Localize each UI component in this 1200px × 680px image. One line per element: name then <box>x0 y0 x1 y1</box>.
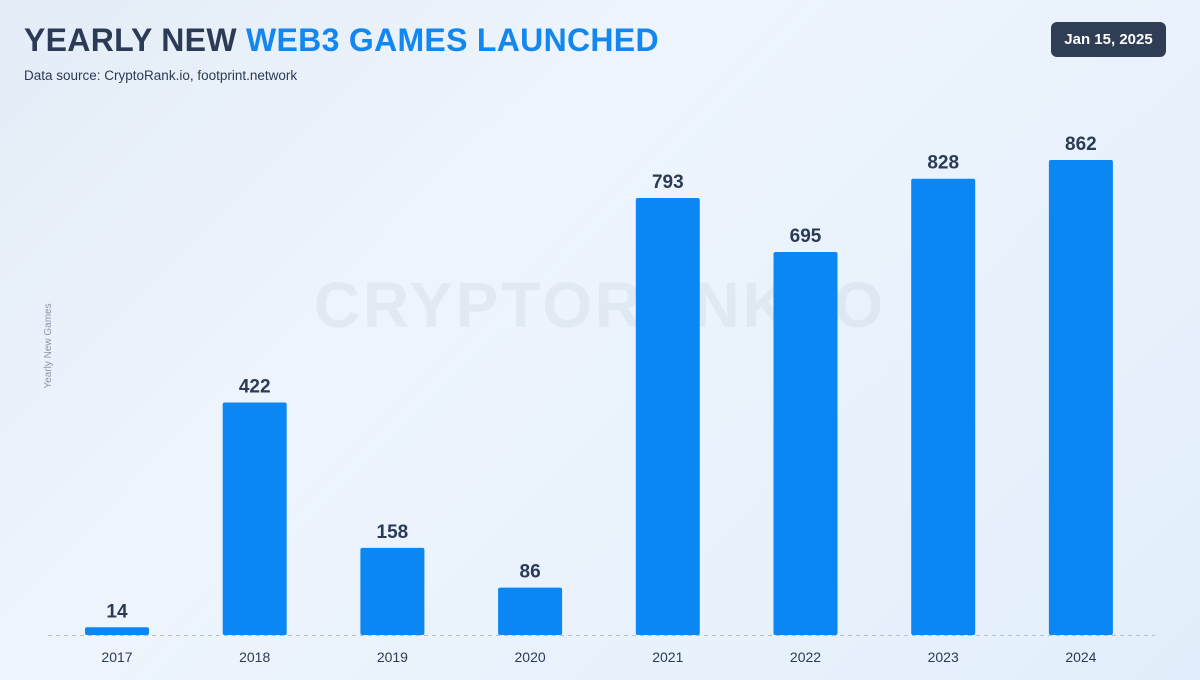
bar-2017 <box>85 627 149 635</box>
bar-2020 <box>498 587 563 635</box>
x-tick-label-2024: 2024 <box>1065 649 1096 665</box>
x-tick-label-2017: 2017 <box>101 649 132 665</box>
title-part-dark: YEARLY NEW <box>24 22 237 58</box>
bar-2024 <box>1048 160 1113 635</box>
bar-value-label-2017: 14 <box>106 601 128 622</box>
data-source-subtitle: Data source: CryptoRank.io, footprint.ne… <box>24 68 298 83</box>
bar-2021 <box>635 198 700 635</box>
x-tick-label-2021: 2021 <box>652 649 683 665</box>
bar-value-label-2020: 86 <box>520 562 541 583</box>
date-badge: Jan 15, 2025 <box>1051 22 1166 57</box>
x-tick-label-2022: 2022 <box>790 649 821 665</box>
x-tick-label-2019: 2019 <box>377 649 408 665</box>
bar-value-label-2024: 862 <box>1065 134 1097 155</box>
bar-value-label-2023: 828 <box>927 153 959 174</box>
title-part-accent: WEB3 GAMES LAUNCHED <box>246 22 659 58</box>
bar-2018 <box>222 402 287 635</box>
bar-2023 <box>911 178 976 635</box>
x-tick-label-2023: 2023 <box>928 649 959 665</box>
bar-2019 <box>360 547 425 635</box>
chart-title: YEARLY NEW WEB3 GAMES LAUNCHED <box>24 20 659 60</box>
bar-2022 <box>773 252 838 635</box>
x-tick-label-2020: 2020 <box>515 649 546 665</box>
bar-value-label-2021: 793 <box>652 172 684 193</box>
bar-value-label-2019: 158 <box>377 522 409 543</box>
bar-value-label-2018: 422 <box>239 377 271 398</box>
y-axis-label: Yearly New Games <box>43 303 54 388</box>
x-tick-label-2018: 2018 <box>239 649 270 665</box>
bar-value-label-2022: 695 <box>790 226 822 247</box>
